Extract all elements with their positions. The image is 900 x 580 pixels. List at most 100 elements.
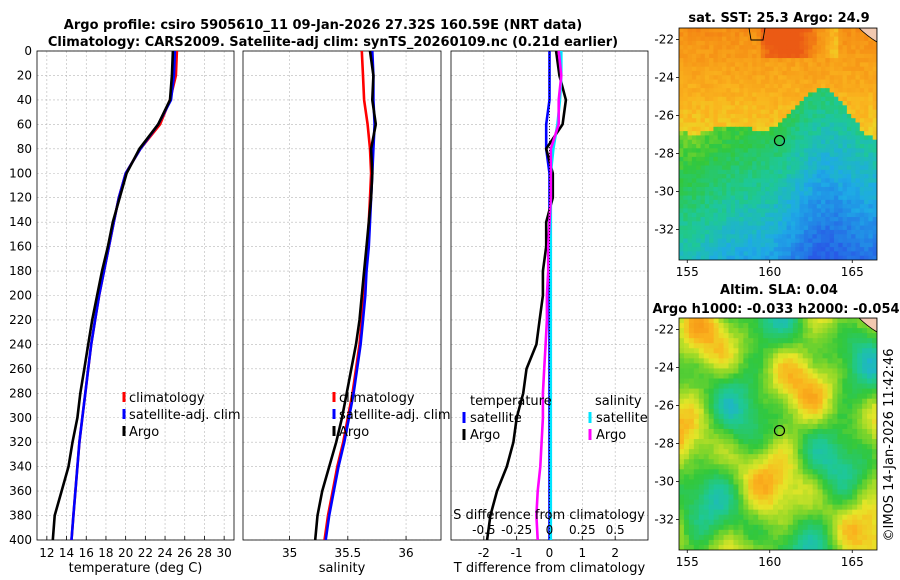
map-cell bbox=[846, 126, 852, 132]
map-cell bbox=[704, 174, 710, 179]
map-cell bbox=[872, 118, 877, 124]
map-cell bbox=[812, 45, 818, 51]
map-cell bbox=[691, 79, 697, 85]
map-cell bbox=[799, 135, 805, 141]
map-cell bbox=[693, 408, 700, 415]
map-cell bbox=[728, 338, 735, 344]
map-cell bbox=[799, 36, 805, 42]
map-cell bbox=[808, 217, 814, 222]
map-cell bbox=[851, 139, 857, 145]
map-cell bbox=[688, 353, 695, 359]
map-cell bbox=[768, 328, 774, 334]
map-cell bbox=[728, 439, 735, 445]
map-cell bbox=[792, 383, 799, 390]
map-cell bbox=[859, 186, 865, 192]
map-cell bbox=[700, 238, 706, 244]
map-cell bbox=[773, 62, 779, 68]
map-cell bbox=[760, 70, 766, 76]
map-cell bbox=[773, 318, 779, 324]
map-cell bbox=[769, 113, 775, 119]
map-cell bbox=[857, 454, 863, 460]
map-cell bbox=[730, 195, 736, 201]
map-cell bbox=[872, 58, 877, 63]
map-cell bbox=[713, 242, 719, 248]
map-cell bbox=[786, 161, 792, 167]
map-cell bbox=[808, 75, 814, 81]
map-cell bbox=[867, 378, 873, 385]
map-cell bbox=[768, 383, 774, 390]
map-cell bbox=[797, 524, 804, 531]
map-cell bbox=[758, 383, 764, 390]
map-cell bbox=[723, 358, 730, 364]
map-cell bbox=[827, 318, 834, 324]
map-cell bbox=[698, 474, 705, 480]
map-cell bbox=[859, 66, 865, 72]
map-cell bbox=[693, 373, 700, 380]
map-cell bbox=[808, 208, 814, 214]
map-cell bbox=[760, 92, 766, 98]
map-cell bbox=[816, 135, 822, 141]
map-cell bbox=[799, 92, 805, 98]
map-cell bbox=[743, 251, 749, 257]
map-cell bbox=[859, 195, 865, 201]
map-cell bbox=[691, 49, 697, 55]
map-cell bbox=[851, 135, 857, 141]
map-cell bbox=[703, 338, 710, 344]
map-cell bbox=[802, 328, 809, 334]
map-cell bbox=[769, 105, 775, 111]
map-cell bbox=[862, 408, 868, 415]
map-cell bbox=[704, 242, 710, 248]
map-cell bbox=[812, 378, 819, 385]
map-cell bbox=[868, 242, 874, 248]
map-cell bbox=[739, 135, 745, 141]
map-cell bbox=[728, 413, 735, 420]
map-cell bbox=[700, 144, 706, 149]
map-cell bbox=[786, 255, 792, 260]
map-cell bbox=[743, 444, 749, 450]
map-cell bbox=[726, 186, 732, 192]
map-cell bbox=[760, 109, 766, 115]
map-cell bbox=[679, 474, 685, 480]
map-cell bbox=[802, 348, 809, 354]
map-cell bbox=[817, 378, 824, 385]
map-cell bbox=[821, 161, 826, 167]
map-cell bbox=[817, 408, 824, 415]
map-cell bbox=[851, 156, 857, 162]
map-cell bbox=[679, 66, 684, 72]
map-cell bbox=[802, 519, 809, 526]
map-cell bbox=[864, 101, 869, 106]
map-cell bbox=[799, 156, 805, 162]
map-cell bbox=[709, 165, 715, 171]
map-cell bbox=[688, 484, 695, 491]
map-cell bbox=[857, 373, 863, 380]
map-cell bbox=[723, 474, 730, 480]
map-cell bbox=[847, 534, 853, 541]
map-cell bbox=[837, 403, 843, 410]
map-cell bbox=[787, 398, 794, 405]
map-cell bbox=[753, 534, 759, 541]
map-cell bbox=[822, 454, 829, 460]
map-cell bbox=[816, 66, 822, 72]
map-cell bbox=[743, 182, 749, 188]
map-cell bbox=[787, 489, 794, 496]
map-cell bbox=[778, 199, 783, 205]
map-cell bbox=[821, 169, 826, 175]
map-cell bbox=[713, 363, 720, 370]
map-cell bbox=[822, 484, 829, 491]
map-cell bbox=[872, 144, 877, 149]
map-cell bbox=[807, 499, 814, 506]
map-cell bbox=[832, 524, 838, 531]
map-cell bbox=[687, 105, 693, 111]
map-cell bbox=[747, 62, 753, 68]
map-cell bbox=[773, 204, 779, 210]
map-cell bbox=[696, 156, 702, 162]
map-cell bbox=[807, 439, 814, 445]
map-cell bbox=[778, 234, 783, 240]
map-cell bbox=[734, 217, 740, 222]
map-cell bbox=[734, 40, 740, 46]
map-cell bbox=[872, 534, 877, 541]
map-cell bbox=[713, 234, 719, 240]
map-cell bbox=[782, 328, 789, 334]
map-cell bbox=[752, 178, 758, 184]
map-cell bbox=[782, 251, 788, 257]
